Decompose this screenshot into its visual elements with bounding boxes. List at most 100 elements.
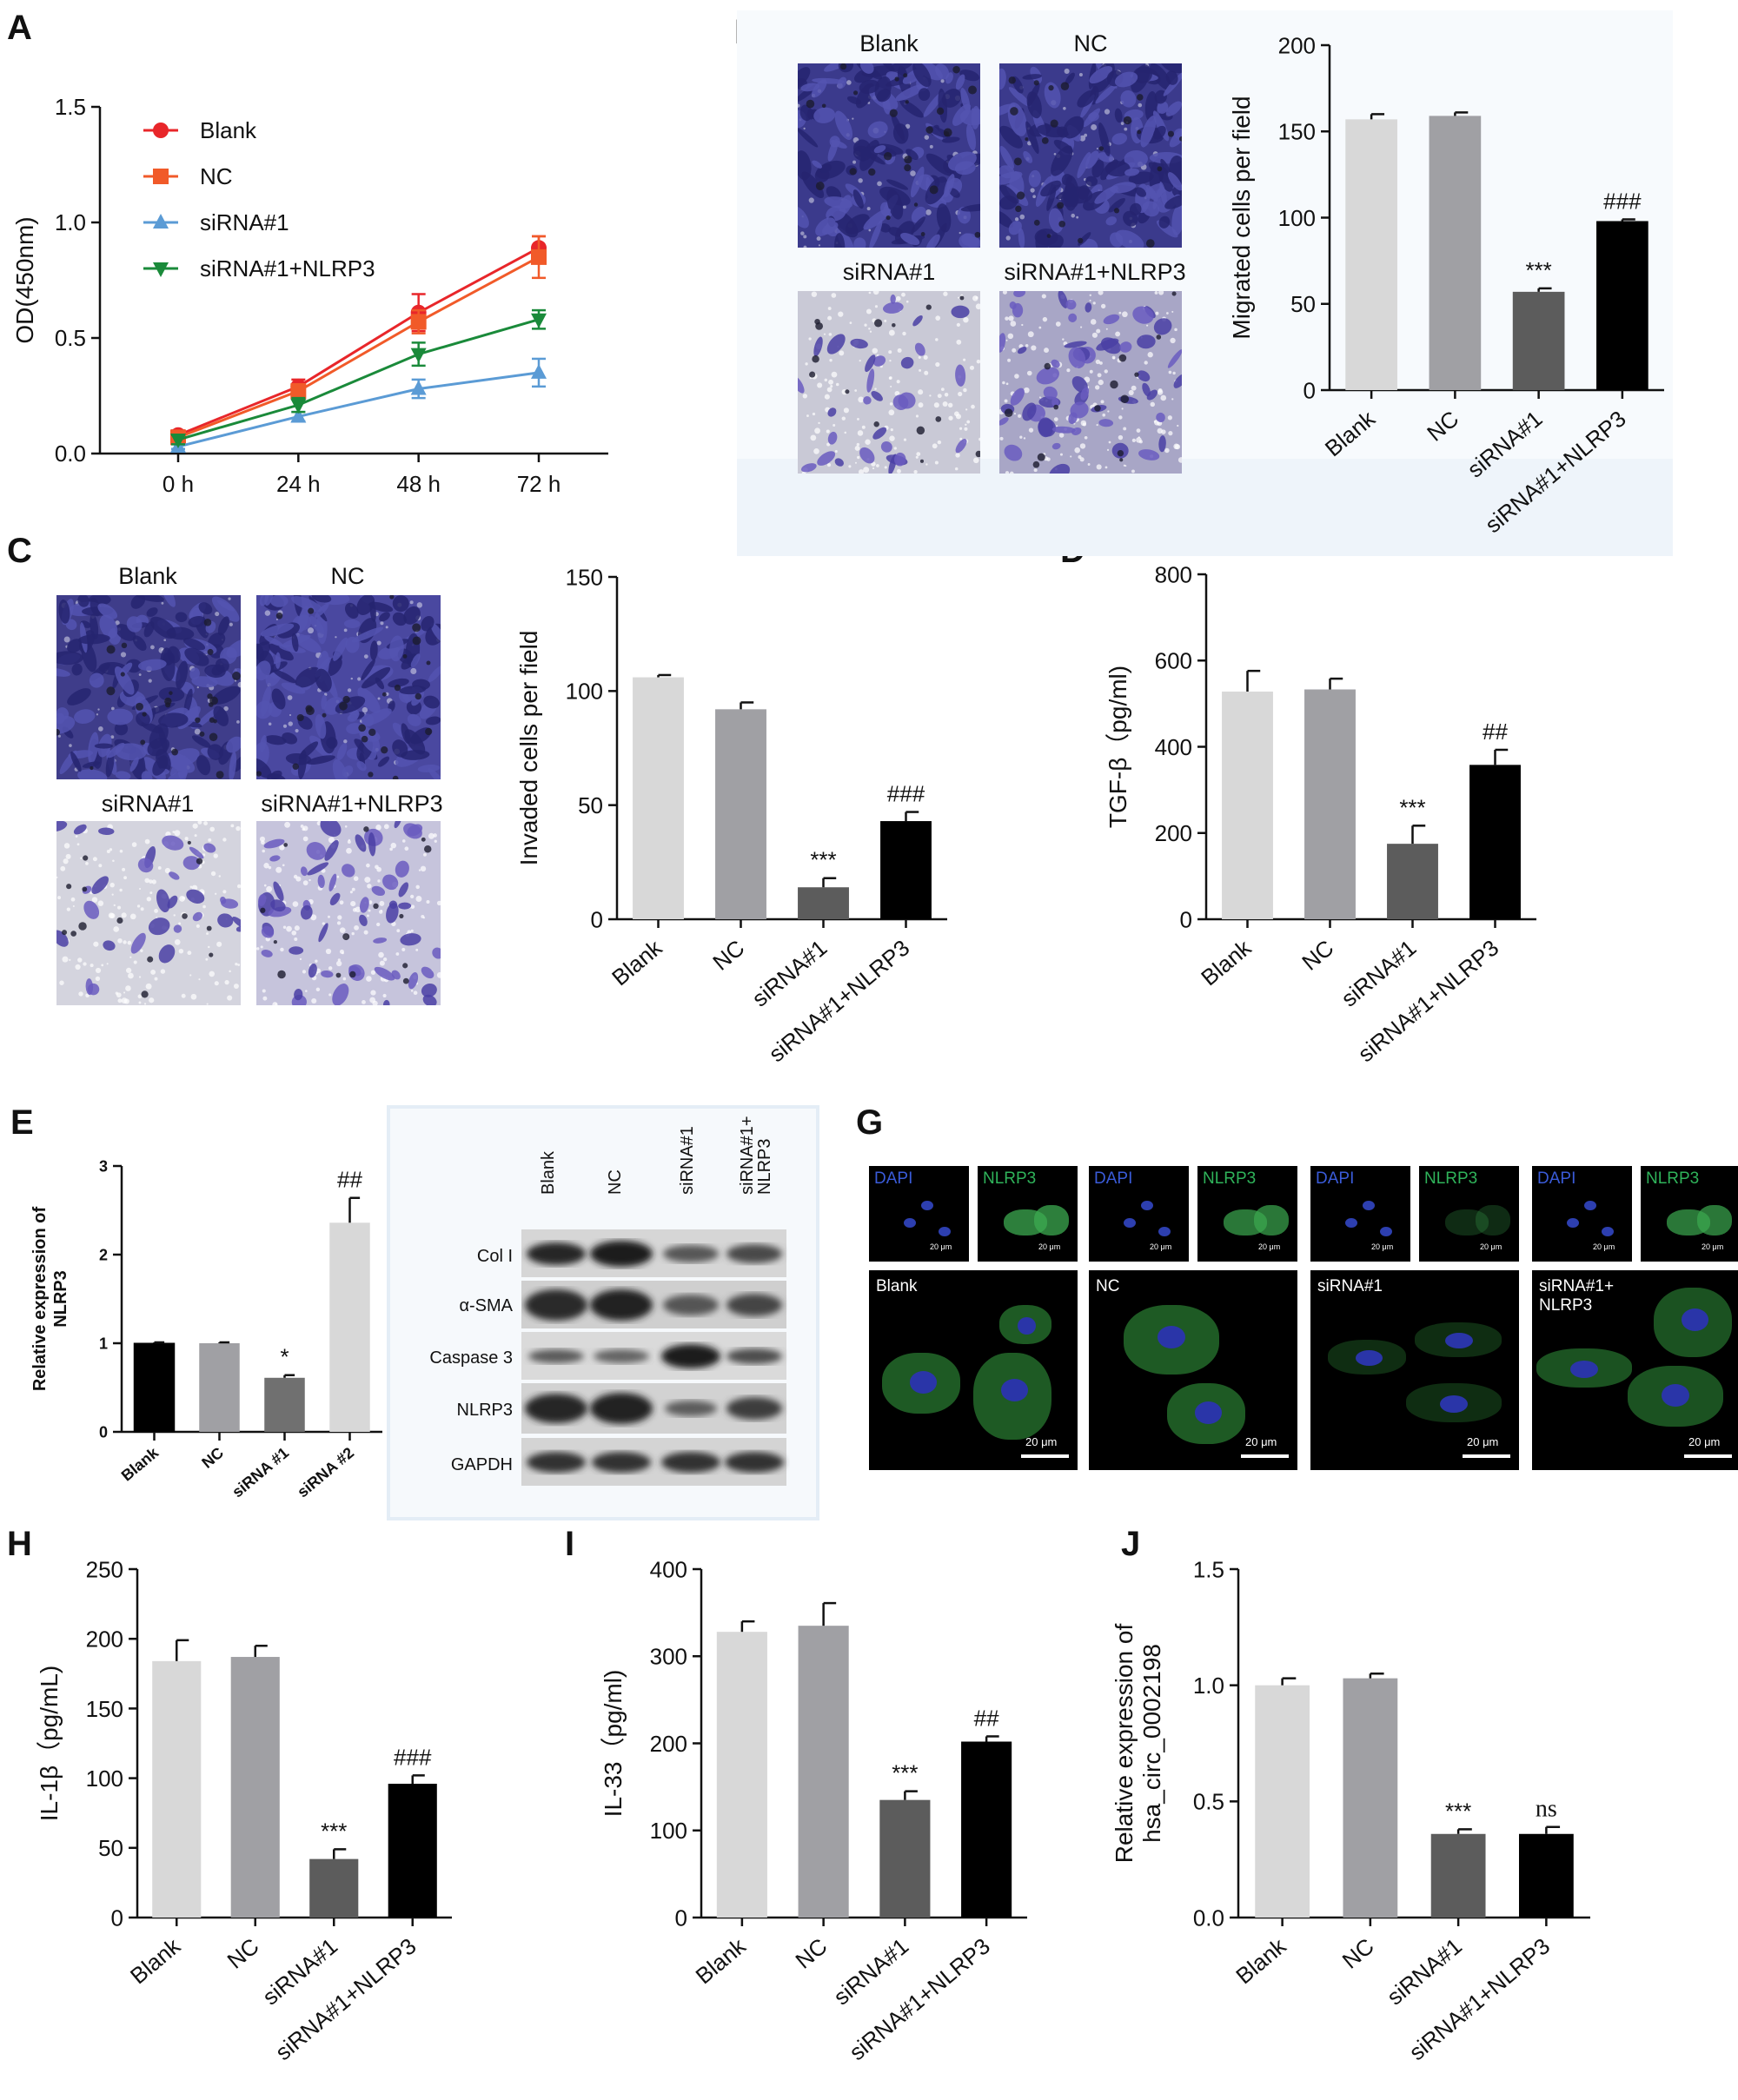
micrograph-c-blank-svg-cell-96 (158, 712, 189, 728)
micrograph-c-sirna1-nlrp3-svg-speck-74 (420, 865, 427, 872)
micrograph-b-sirna1-svg-speck-47 (857, 455, 860, 460)
micrograph-b-sirna1-svg-speck-71 (826, 442, 831, 447)
micrograph-b-sirna1-nlrp3-svg-speck-77 (1007, 358, 1012, 362)
micrograph-c-sirna1-svg-speck-48 (63, 858, 69, 865)
micrograph-c-sirna1-nlrp3-svg-speck-0 (353, 876, 359, 881)
micrograph-b-sirna1-nlrp3-svg-speck-156 (1157, 427, 1163, 434)
micrograph-b-nc-svg-pore-3 (1046, 234, 1051, 238)
micrograph-c-blank-svg-cell-101 (82, 761, 100, 768)
micrograph-b-sirna1-nlrp3-svg-pore-7 (1118, 354, 1127, 362)
micrograph-b-nc-svg-speck-45 (1071, 213, 1076, 218)
merge-image-1: NC 20 μm (1089, 1270, 1297, 1470)
micrograph-b-sirna1-nlrp3-svg-speck-79 (1177, 424, 1179, 427)
micrograph-b-nc-svg-cell-80 (1061, 174, 1072, 186)
bar-e-1 (199, 1343, 240, 1432)
micrograph-b-sirna1-svg-pore-8 (935, 416, 942, 422)
micrograph-c-blank-svg-cell-67 (115, 771, 131, 779)
micrograph-b-sirna1-nlrp3-svg-cell-35 (1064, 341, 1087, 348)
micrograph-b-sirna1-svg-speck-22 (935, 361, 940, 368)
micrograph-b-blank-svg-cell-33 (798, 128, 819, 148)
micrograph-c-sirna1-svg-cell-3 (192, 911, 202, 922)
micrograph-c-nc-svg-cell-90 (428, 767, 441, 779)
micrograph-c-sirna1-nlrp3-svg-speck-146 (370, 990, 376, 996)
micrograph-c-nc-svg-cell-127 (256, 643, 264, 661)
micrograph-b-sirna1-nlrp3-svg-speck-125 (1123, 427, 1127, 431)
series-line-a-3 (177, 318, 540, 441)
micrograph-c-nc-svg-cell-62 (264, 735, 287, 745)
micrograph-b-sirna1-svg-speck-120 (844, 431, 847, 434)
micrograph-c-sirna1-svg-speck-101 (172, 831, 176, 833)
bar-h-1 (230, 1657, 280, 1918)
micrograph-c-nc-svg-cell-8 (403, 606, 421, 625)
micrograph-b-sirna1-svg-speck-28 (831, 293, 837, 298)
micrograph-b-blank-svg-cell-34 (965, 123, 977, 151)
micrograph-b-sirna1-svg-cell-17 (890, 294, 896, 304)
micrograph-c-sirna1-nlrp3-svg-speck-53 (349, 891, 353, 894)
micrograph-b-sirna1-svg-speck-126 (857, 418, 859, 421)
band-asma-sirna1 (663, 1295, 719, 1315)
micrograph-c-blank-svg-pore-22 (136, 702, 143, 711)
micrograph-c-blank-svg-cell-110 (90, 613, 99, 640)
micrograph-c-nc-svg-cell-66 (410, 653, 421, 668)
micrograph-b-sirna1-svg-speck-43 (848, 465, 852, 468)
micrograph-c-blank-svg-speck-36 (229, 622, 233, 626)
micrograph-b-sirna1-nlrp3-svg-speck-134 (1024, 387, 1030, 394)
y-axis-label-b: Migrated cells per field (1228, 96, 1255, 339)
micrograph-c-sirna1-nlrp3-svg-pore-11 (421, 837, 426, 842)
micrograph-c-nc-svg-cell-80 (407, 713, 421, 726)
nlrp3-thumb-3: NLRP3 20 μm (1641, 1166, 1738, 1262)
micrograph-b-sirna1-svg-cell-12 (817, 451, 836, 466)
micrograph-c-blank-svg-speck-3 (237, 681, 241, 688)
micrograph-c-sirna1-nlrp3-svg-pore-1 (399, 913, 404, 918)
micrograph-c-blank-svg-speck-55 (97, 708, 100, 711)
micrograph-c-sirna1-nlrp3-svg-speck-69 (263, 884, 267, 887)
micrograph-c-sirna1-svg-speck-140 (98, 864, 103, 868)
micrograph-c-sirna1-nlrp3-svg-speck-60 (302, 970, 307, 974)
micrograph-c-sirna1-nlrp3-svg-pore-13 (273, 939, 278, 944)
micrograph-b-sirna1-nlrp3-svg-cell-38 (1132, 306, 1154, 324)
micrograph-b-sirna1-nlrp3-svg-speck-88 (1115, 331, 1121, 337)
bar-i-1 (798, 1626, 849, 1918)
micrograph-c-blank-svg-speck-18 (194, 728, 201, 735)
scale-bar-1 (1241, 1454, 1289, 1458)
micrograph-b-sirna1-svg-speck-142 (896, 468, 901, 474)
micrograph-c-sirna1-nlrp3-svg-speck-112 (256, 947, 260, 951)
micrograph-c-nc-svg-cell-98 (357, 687, 381, 713)
micrograph-b-sirna1-svg-speck-108 (954, 411, 959, 417)
micrograph-b-sirna1-nlrp3-svg-speck-31 (1160, 394, 1167, 401)
micrograph-c-sirna1-svg-pore-0 (141, 990, 149, 998)
micrograph-b-sirna1-svg-cell-25 (894, 452, 906, 467)
micrograph-c-nc-svg-pore-8 (296, 713, 304, 722)
micrograph-b-sirna1-nlrp3-svg-speck-105 (1005, 471, 1010, 474)
micrograph-c-sirna1-nlrp3-svg-speck-37 (346, 847, 352, 854)
micrograph-b-sirna1-svg-speck-95 (919, 368, 922, 372)
micrograph-c-nc-svg-cell-135 (356, 760, 367, 772)
micrograph-c-blank-svg-cell-137 (189, 667, 200, 680)
micrograph-c-blank-svg-speck-48 (236, 719, 240, 724)
micrograph-b-sirna1-svg-speck-20 (805, 362, 808, 366)
micrograph-c-sirna1-nlrp3-svg-cell-6 (400, 933, 421, 946)
micrograph-b-sirna1-svg-speck-60 (973, 457, 979, 464)
micrograph-b-nc (999, 63, 1182, 248)
micrograph-b-nc-svg-speck-37 (1120, 122, 1124, 125)
micrograph-c-nc-svg-speck-35 (376, 640, 381, 646)
micrograph-c-nc-svg-speck-38 (307, 627, 314, 634)
micrograph-c-sirna1-nlrp3-svg-speck-79 (328, 993, 332, 997)
micrograph-b-sirna1-svg-speck-132 (854, 389, 858, 392)
micrograph-b-sirna1-nlrp3-svg-cell-50 (1070, 401, 1089, 419)
micrograph-c-sirna1-svg-pore-4 (82, 886, 88, 892)
micrograph-c-blank-svg-cell-116 (196, 755, 211, 776)
micrograph-b-sirna1-nlrp3-svg-pore-12 (1134, 372, 1139, 377)
micrograph-c-sirna1-nlrp3-svg-cell-11 (342, 864, 355, 878)
y-tick-label-d-3: 600 (1155, 648, 1192, 674)
micrograph-b-sirna1-nlrp3-svg-speck-42 (1023, 437, 1026, 440)
micrograph-b-sirna1-svg-speck-48 (963, 316, 969, 323)
micrograph-b-sirna1-svg-speck-46 (976, 359, 980, 364)
micrograph-c-blank-svg-pore-14 (207, 693, 213, 699)
micrograph-b-sirna1-svg-speck-40 (943, 291, 948, 296)
series-line-a-1 (177, 255, 540, 439)
micrograph-c-sirna1-svg-speck-66 (230, 824, 235, 828)
micrograph-b-nc-svg-cell-130 (1094, 185, 1118, 204)
micrograph-c-blank-svg-cell-131 (107, 742, 125, 759)
micrograph-c-sirna1-nlrp3-svg-pore-9 (402, 977, 409, 984)
